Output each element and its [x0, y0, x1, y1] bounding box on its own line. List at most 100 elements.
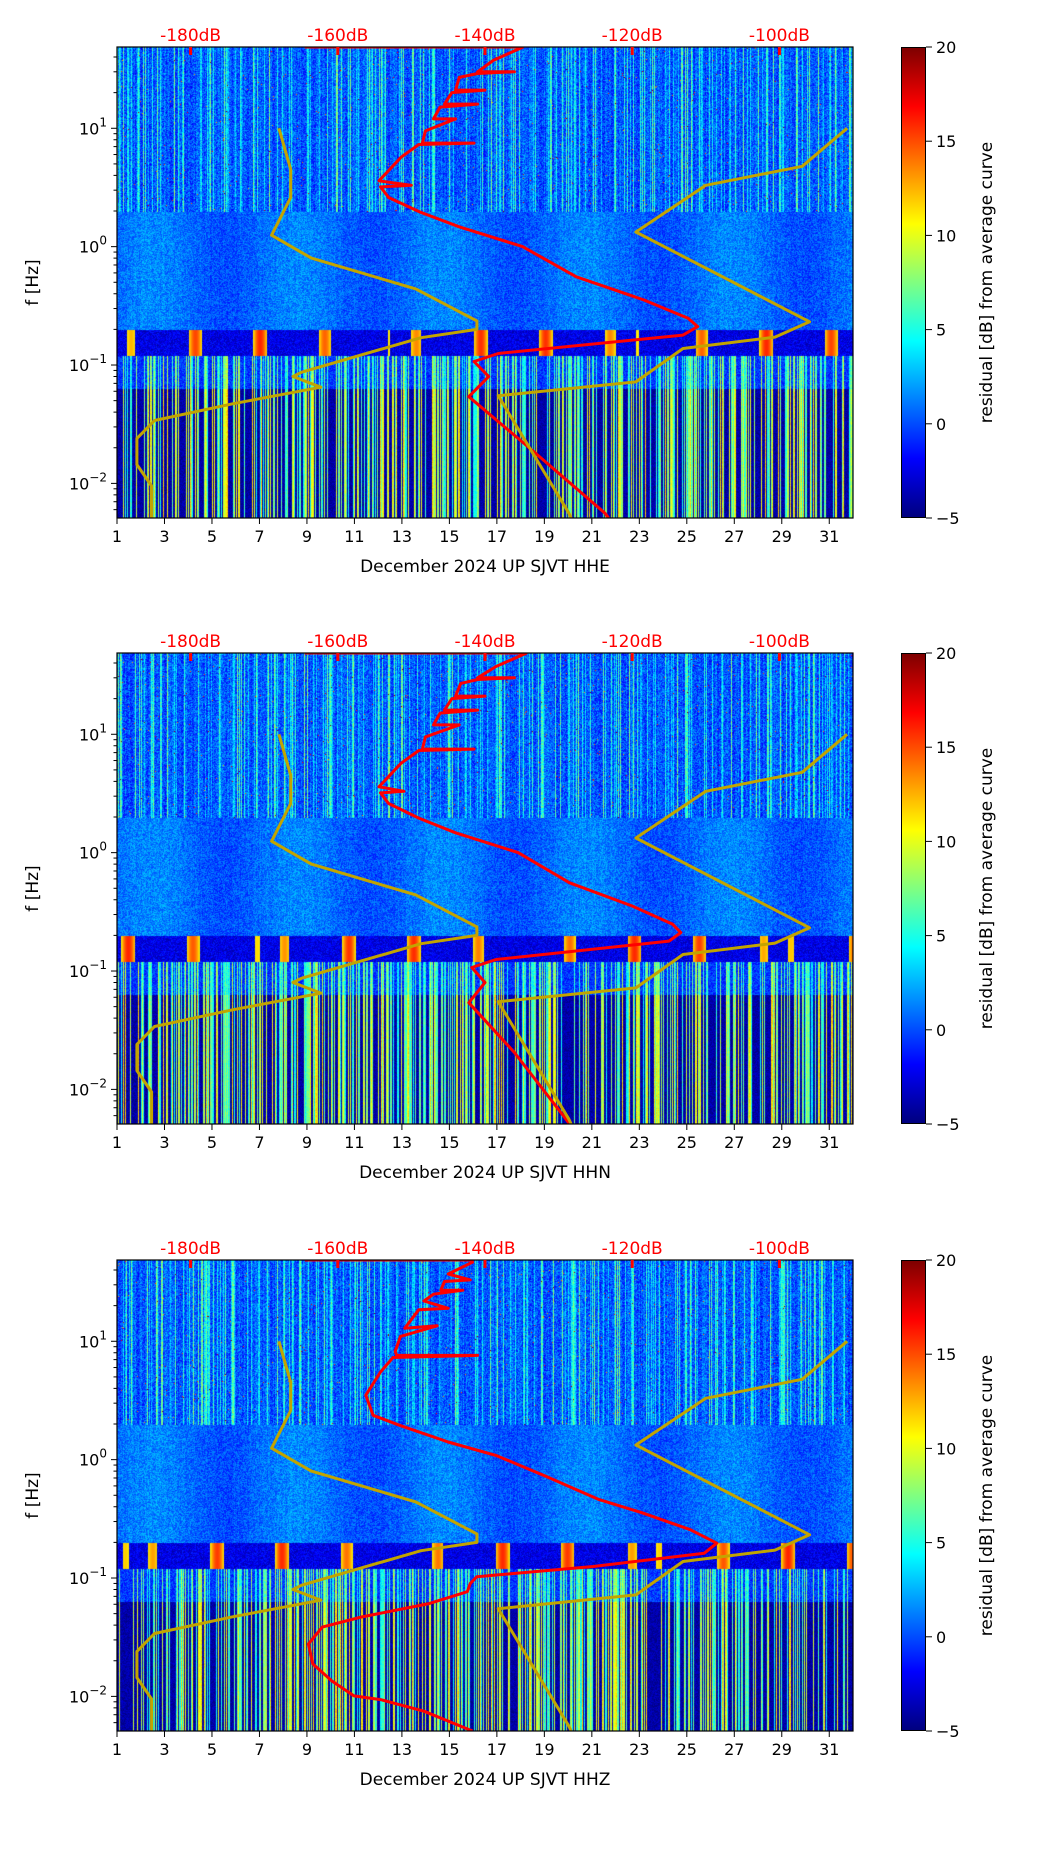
x-tick-label: 21	[582, 1133, 602, 1152]
colorbar-tick-label: 0	[936, 1628, 946, 1647]
x-tick-label: 29	[772, 1133, 792, 1152]
y-tick-base: 10	[79, 1451, 99, 1470]
colorbar-tick-label: 0	[936, 415, 946, 434]
x-axis-label: December 2024 UP SJVT HHZ	[360, 1770, 611, 1790]
average-curve	[304, 653, 683, 1124]
colorbar-tick-label: 20	[936, 1251, 956, 1270]
y-tick-label: 101	[79, 1328, 107, 1351]
plot-frame	[116, 1259, 854, 1732]
colorbar	[901, 1260, 926, 1731]
y-tick-label: 10−1	[69, 352, 107, 375]
y-axis-label: f [Hz]	[23, 1472, 43, 1518]
y-tick-exponent: −1	[89, 958, 107, 972]
x-tick-label: 3	[159, 1740, 169, 1759]
high-noise-model-curve	[496, 127, 849, 518]
y-tick-base: 10	[69, 1080, 89, 1099]
x-tick-label: 13	[392, 527, 412, 546]
y-tick-label: 101	[79, 115, 107, 138]
average-curve	[304, 1260, 719, 1731]
x-tick-label: 23	[629, 527, 649, 546]
y-tick-exponent: −2	[89, 1683, 107, 1697]
top-axis-label: -160dB	[307, 632, 368, 652]
colorbar-tick-label: 15	[936, 132, 956, 151]
y-tick-base: 10	[69, 474, 89, 493]
colorbar-tick-label: 20	[936, 38, 956, 57]
colorbar	[901, 47, 926, 518]
y-tick-exponent: 1	[99, 1328, 107, 1342]
y-tick-label: 100	[79, 840, 107, 863]
y-tick-exponent: 0	[99, 840, 107, 854]
y-tick-base: 10	[69, 1687, 89, 1706]
colorbar-tick-label: 5	[936, 1534, 946, 1553]
y-tick-label: 10−1	[69, 958, 107, 981]
y-tick-exponent: 0	[99, 234, 107, 248]
plot-frame	[116, 652, 854, 1125]
x-tick-label: 11	[344, 527, 364, 546]
colorbar-label: residual [dB] from average curve	[977, 142, 997, 423]
y-tick-base: 10	[69, 356, 89, 375]
y-tick-exponent: 1	[99, 721, 107, 735]
y-axis-label: f [Hz]	[23, 865, 43, 911]
top-axis-label: -160dB	[307, 1239, 368, 1259]
colorbar-tick-label: 10	[936, 1439, 956, 1458]
y-tick-base: 10	[79, 844, 99, 863]
y-tick-exponent: −1	[89, 352, 107, 366]
x-tick-label: 13	[392, 1740, 412, 1759]
y-tick-exponent: −1	[89, 1565, 107, 1579]
x-tick-label: 25	[677, 1133, 697, 1152]
top-axis-label: -140dB	[454, 632, 515, 652]
x-tick-label: 17	[487, 527, 507, 546]
top-axis-label: -140dB	[454, 1239, 515, 1259]
x-tick-label: 19	[534, 1133, 554, 1152]
top-axis-label: -120dB	[602, 26, 663, 46]
y-tick-base: 10	[79, 238, 99, 257]
x-tick-label: 29	[772, 1740, 792, 1759]
y-axis-label: f [Hz]	[23, 259, 43, 305]
y-tick-label: 100	[79, 234, 107, 257]
average-curve	[304, 47, 700, 518]
x-tick-label: 27	[724, 1740, 744, 1759]
x-tick-label: 23	[629, 1133, 649, 1152]
x-tick-label: 15	[439, 1133, 459, 1152]
x-tick-label: 3	[159, 527, 169, 546]
y-tick-exponent: −2	[89, 1076, 107, 1090]
top-axis-label: -140dB	[454, 26, 515, 46]
y-tick-label: 10−1	[69, 1565, 107, 1588]
low-noise-model-curve	[135, 1340, 479, 1731]
y-tick-label: 10−2	[69, 1683, 107, 1706]
colorbar-tick-label: 20	[936, 644, 956, 663]
top-axis-label: -120dB	[602, 1239, 663, 1259]
x-tick-label: 19	[534, 527, 554, 546]
x-tick-label: 1	[112, 527, 122, 546]
x-tick-label: 1	[112, 1133, 122, 1152]
low-noise-model-curve	[135, 733, 479, 1124]
x-tick-label: 31	[819, 1133, 839, 1152]
x-tick-label: 25	[677, 1740, 697, 1759]
colorbar-tick-label: 5	[936, 927, 946, 946]
plot-frame	[116, 46, 854, 519]
x-tick-label: 9	[302, 1740, 312, 1759]
x-tick-label: 1	[112, 1740, 122, 1759]
colorbar-tick-label: 10	[936, 226, 956, 245]
colorbar-label: residual [dB] from average curve	[977, 1355, 997, 1636]
x-tick-label: 21	[582, 1740, 602, 1759]
top-axis-label: -120dB	[602, 632, 663, 652]
x-tick-label: 3	[159, 1133, 169, 1152]
y-tick-label: 10−2	[69, 470, 107, 493]
y-tick-label: 100	[79, 1447, 107, 1470]
y-tick-base: 10	[79, 1332, 99, 1351]
top-axis-label: -100dB	[749, 1239, 810, 1259]
y-tick-exponent: −2	[89, 470, 107, 484]
y-tick-label: 101	[79, 721, 107, 744]
x-tick-label: 15	[439, 1740, 459, 1759]
x-tick-label: 19	[534, 1740, 554, 1759]
x-tick-label: 27	[724, 527, 744, 546]
high-noise-model-curve	[496, 733, 849, 1124]
x-tick-label: 21	[582, 527, 602, 546]
colorbar-tick-label: 5	[936, 321, 946, 340]
x-tick-label: 11	[344, 1740, 364, 1759]
x-tick-label: 5	[207, 1133, 217, 1152]
